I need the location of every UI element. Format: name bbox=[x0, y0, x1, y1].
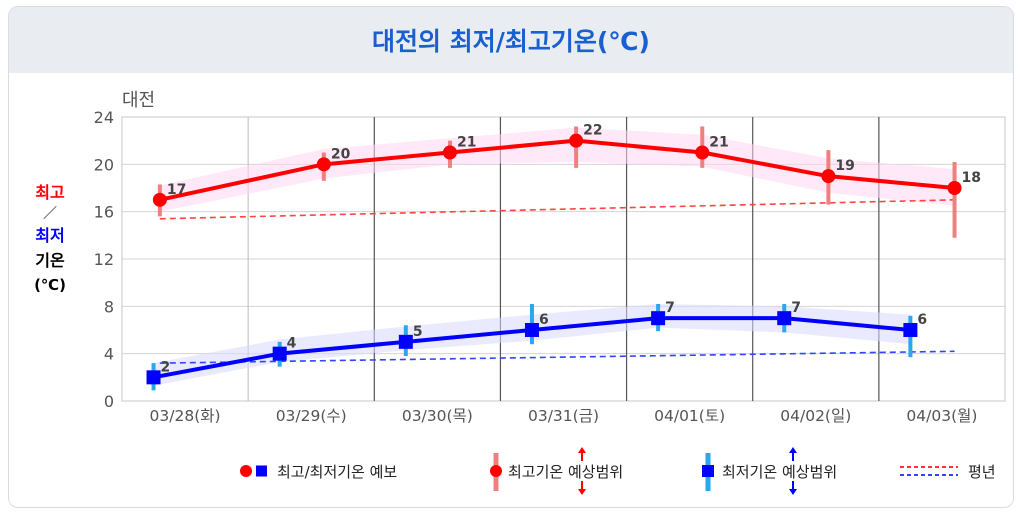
data-point bbox=[146, 370, 161, 385]
x-tick-label: 03/30(목) bbox=[402, 407, 473, 425]
x-tick-label: 04/03(월) bbox=[906, 407, 977, 425]
data-label: 4 bbox=[287, 336, 297, 352]
y-label-temp: 기온 bbox=[35, 251, 65, 270]
x-tick-label: 04/01(토) bbox=[654, 407, 725, 425]
forecast-band bbox=[153, 303, 911, 386]
arrow-down-icon bbox=[578, 489, 586, 495]
x-tick-label: 03/28(화) bbox=[150, 407, 221, 425]
normal-line bbox=[159, 199, 955, 220]
data-point bbox=[316, 157, 331, 172]
arrow-up-icon bbox=[789, 447, 797, 453]
data-label: 2 bbox=[161, 359, 171, 375]
data-point bbox=[152, 192, 167, 207]
data-point bbox=[442, 145, 457, 160]
legend-forecast-max-marker bbox=[240, 465, 252, 477]
x-tick-label: 03/29(수) bbox=[276, 407, 347, 425]
y-tick-label: 12 bbox=[94, 250, 114, 269]
y-label-max: 최고 bbox=[35, 183, 65, 202]
y-tick-label: 16 bbox=[94, 203, 114, 222]
arrow-down-icon bbox=[789, 489, 797, 495]
forecast-band bbox=[159, 127, 955, 212]
legend-max-range: 최고기온 예상범위 bbox=[508, 463, 623, 481]
data-point bbox=[398, 334, 413, 349]
arrow-up-icon bbox=[578, 447, 586, 453]
x-tick-label: 04/02(일) bbox=[780, 407, 851, 425]
chart-title: 대전의 최저/최고기온(℃) bbox=[372, 27, 650, 56]
legend-min-range-marker bbox=[702, 465, 714, 477]
y-tick-label: 0 bbox=[104, 392, 114, 411]
normal-line bbox=[159, 350, 955, 364]
data-label: 21 bbox=[457, 135, 476, 151]
legend-min-range: 최저기온 예상범위 bbox=[722, 463, 837, 481]
chart-subtitle: 대전 bbox=[122, 90, 155, 111]
data-point bbox=[777, 311, 792, 326]
legend-forecast: 최고/최저기온 예보 bbox=[277, 463, 397, 481]
data-label: 6 bbox=[917, 312, 927, 328]
data-point bbox=[569, 133, 584, 148]
title-bar: 대전의 최저/최고기온(℃) bbox=[9, 7, 1013, 73]
data-label: 7 bbox=[791, 300, 801, 316]
data-label: 5 bbox=[413, 324, 423, 340]
legend-forecast-min-marker bbox=[256, 465, 267, 477]
data-point bbox=[947, 181, 962, 195]
y-label-unit: (℃) bbox=[34, 276, 66, 294]
y-tick-label: 4 bbox=[104, 345, 114, 364]
y-tick-label: 8 bbox=[104, 297, 114, 316]
data-point bbox=[903, 323, 918, 337]
data-label: 21 bbox=[709, 135, 728, 151]
legend-max-range-marker bbox=[490, 465, 502, 477]
data-label: 7 bbox=[665, 300, 675, 316]
data-point bbox=[651, 311, 666, 326]
data-point bbox=[272, 346, 287, 361]
plot-border bbox=[121, 116, 1006, 402]
data-label: 6 bbox=[539, 312, 549, 328]
data-label: 22 bbox=[583, 123, 602, 139]
y-label-slash: ／ bbox=[43, 206, 57, 222]
x-tick-label: 03/31(금) bbox=[528, 407, 599, 425]
data-point bbox=[821, 169, 836, 184]
data-point bbox=[695, 145, 710, 160]
y-tick-label: 20 bbox=[94, 155, 114, 174]
data-point bbox=[524, 323, 539, 337]
data-label: 18 bbox=[962, 170, 981, 186]
data-label: 19 bbox=[835, 158, 854, 174]
data-label: 20 bbox=[331, 146, 351, 162]
y-tick-label: 24 bbox=[94, 108, 114, 127]
chart-panel: 대전의 최저/최고기온(℃) bbox=[8, 6, 1014, 508]
y-label-min: 최저 bbox=[35, 226, 64, 245]
data-label: 17 bbox=[167, 182, 186, 198]
legend-normal: 평년 bbox=[968, 463, 996, 481]
